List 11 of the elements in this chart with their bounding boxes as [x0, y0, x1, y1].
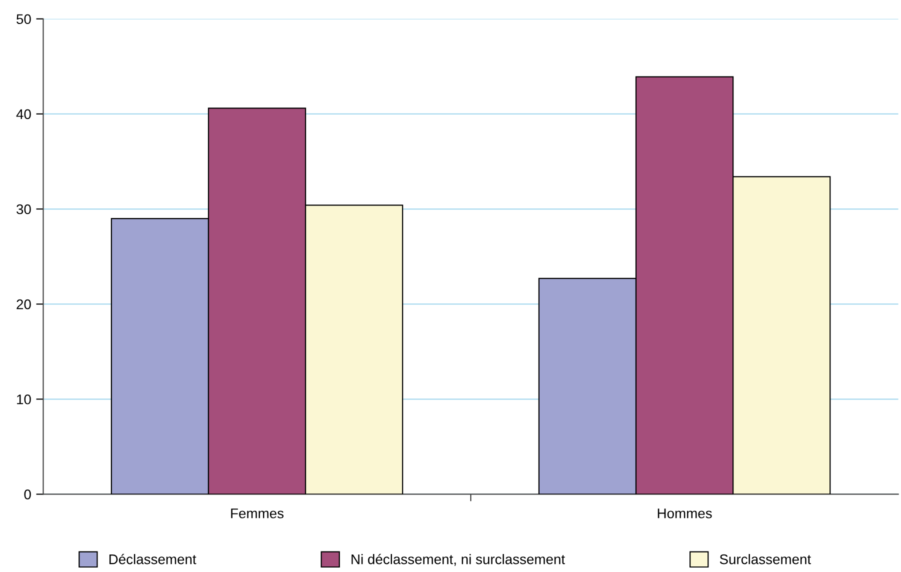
y-tick-label: 50: [16, 14, 31, 24]
x-tick-label: Hommes: [658, 508, 712, 518]
legend-label: Déclassement: [109, 554, 196, 564]
y-tick-label: 10: [17, 394, 31, 404]
legend-label: Surclassement: [720, 554, 811, 564]
y-tick-label: 0: [24, 490, 31, 500]
legend-label: Ni déclassement, ni surclassement: [352, 554, 565, 566]
y-tick-label: 30: [16, 204, 31, 214]
x-tick-label: Femmes: [231, 508, 284, 518]
y-tick-label: 40: [16, 109, 31, 120]
y-tick-label: 20: [16, 299, 31, 310]
